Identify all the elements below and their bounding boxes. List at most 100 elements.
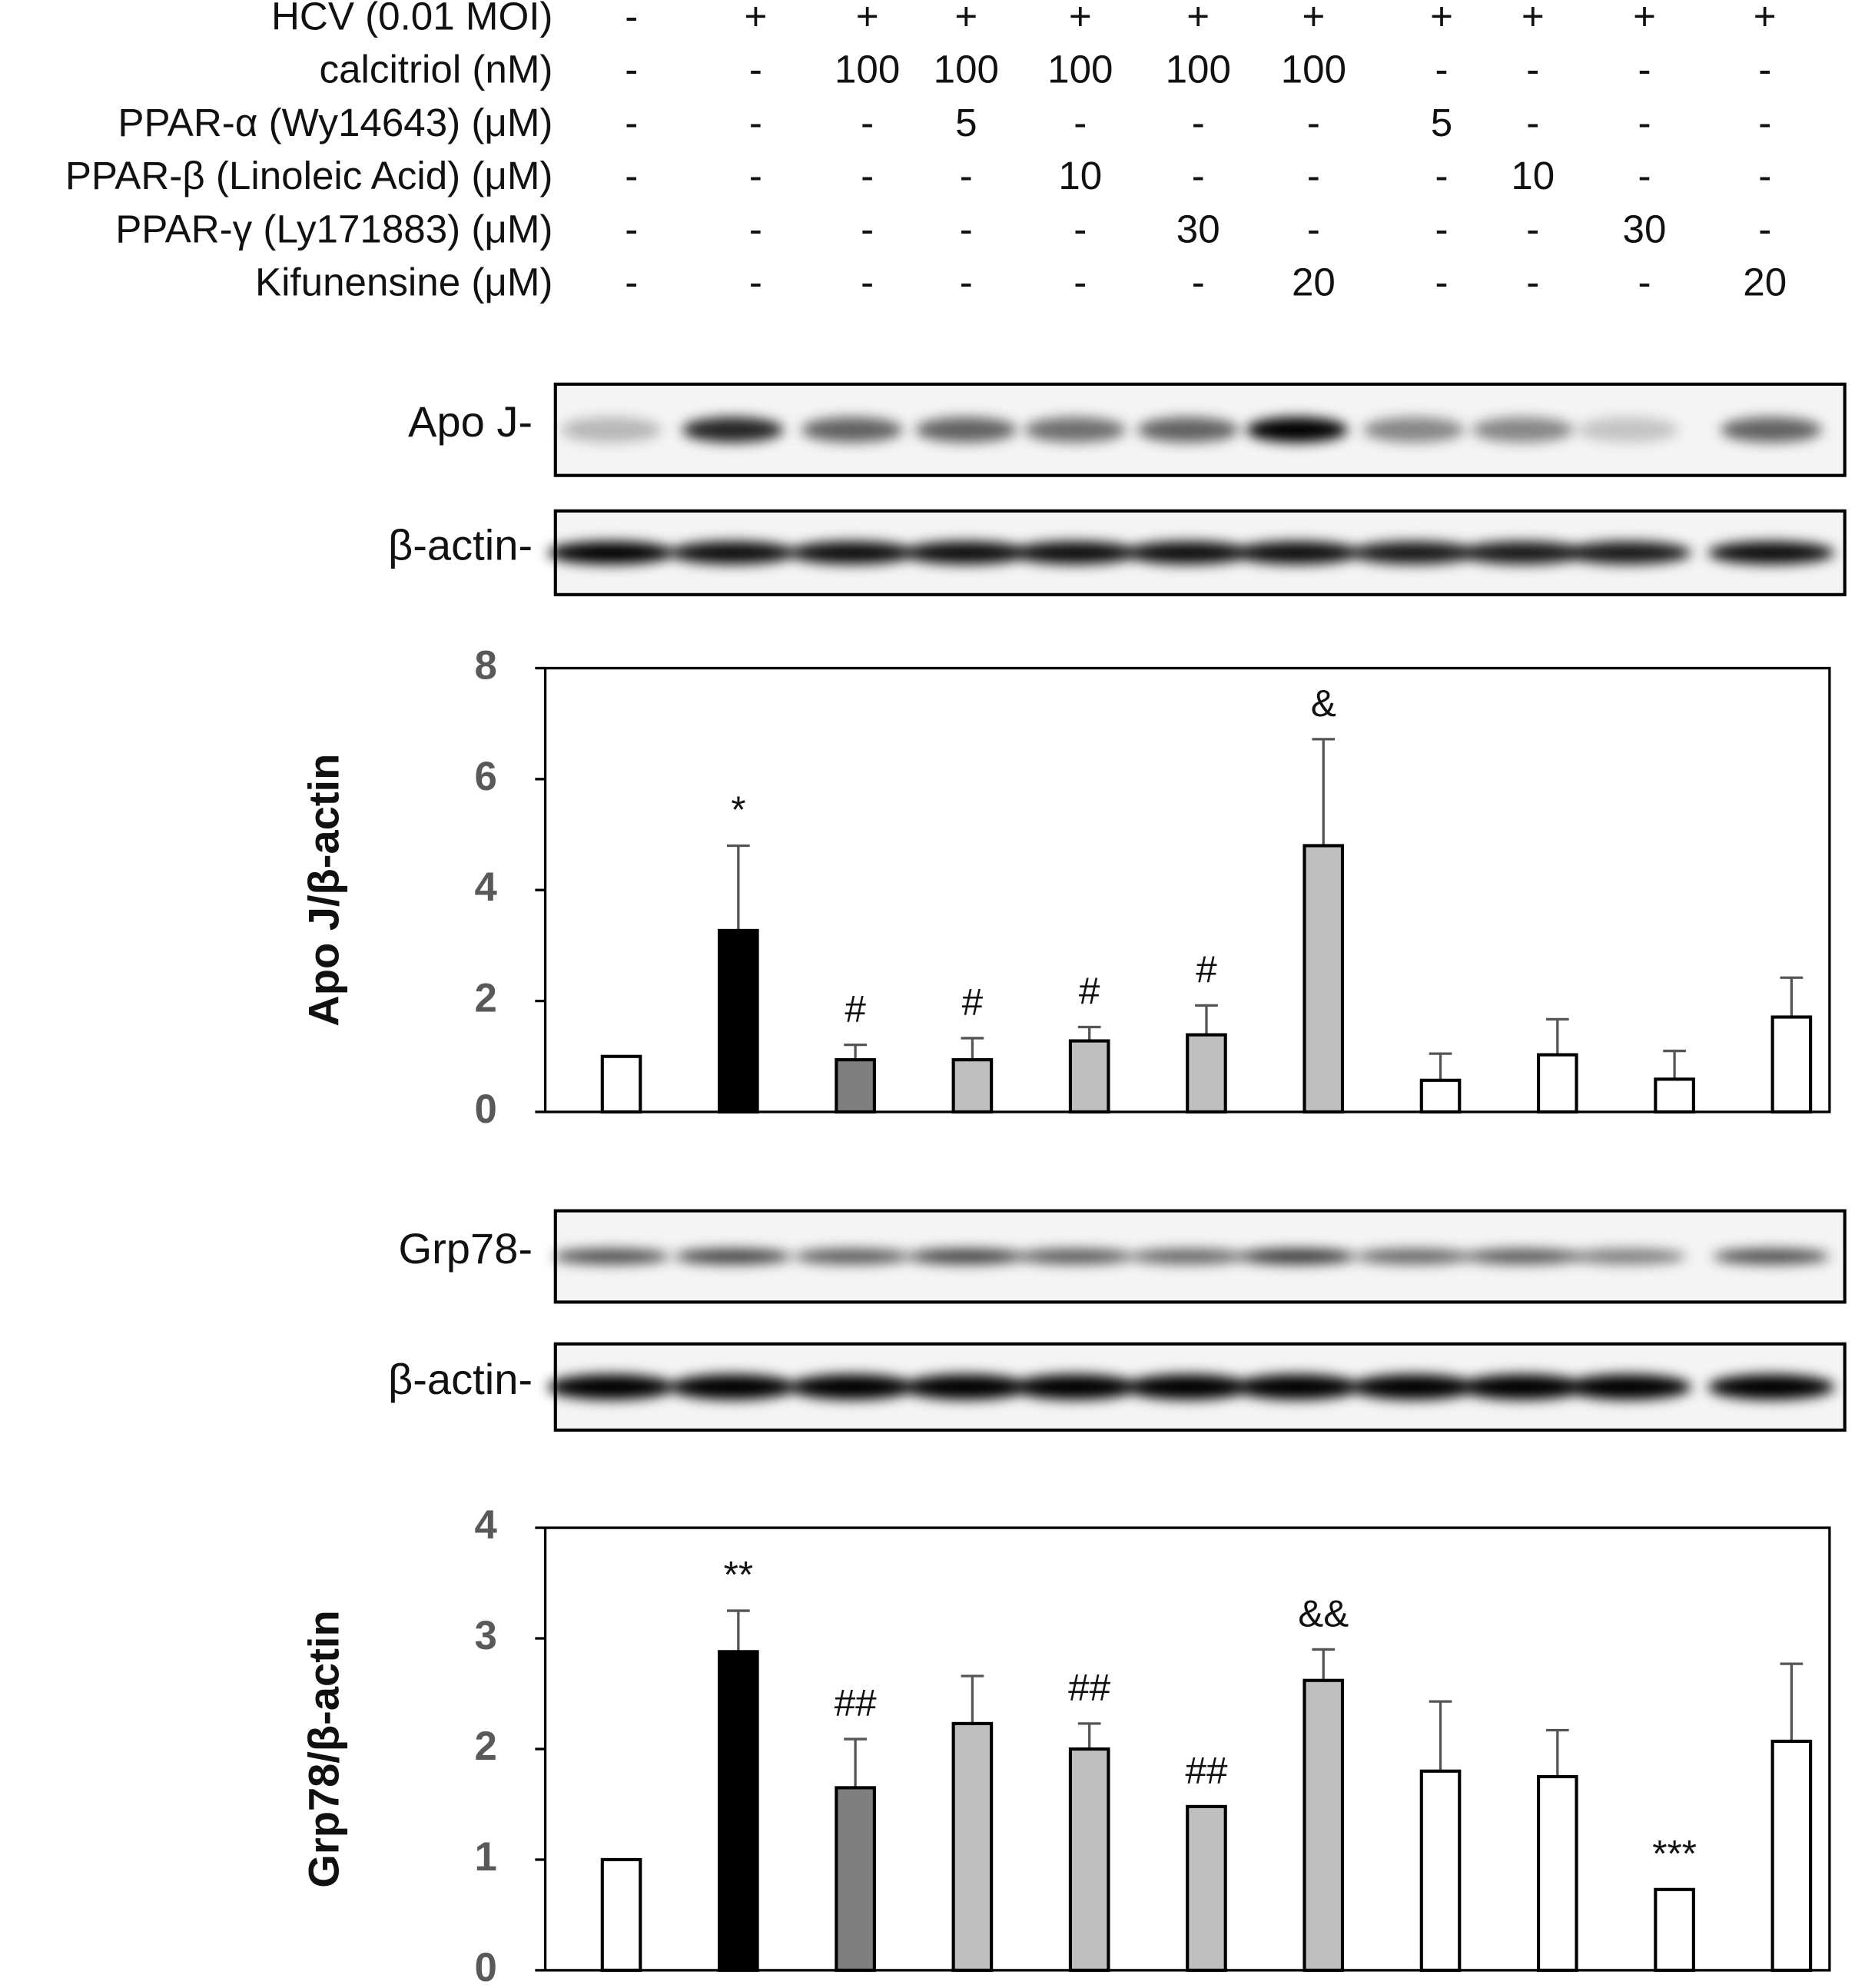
cell: 100 (934, 48, 999, 91)
blot-band (908, 1249, 1025, 1264)
y-tick-label: 8 (475, 642, 497, 688)
cell: - (625, 101, 638, 144)
row-label: PPAR-α (Wy14643) (μM) (118, 101, 553, 144)
blot-band (1707, 1374, 1835, 1400)
blot-band (1362, 417, 1465, 443)
blot-band (1355, 1249, 1472, 1264)
bar (1770, 1739, 1813, 1972)
y-axis-label: Grp78/β-actin (300, 1610, 348, 1887)
bar (1770, 1015, 1813, 1114)
significance-mark: # (1079, 971, 1100, 1013)
significance-mark: ** (724, 1554, 754, 1596)
cell: 20 (1292, 261, 1336, 304)
row-label: Kifunensine (μM) (255, 261, 553, 304)
blot-band (1472, 417, 1574, 443)
cell: + (1069, 0, 1092, 38)
cell: 5 (955, 101, 977, 144)
significance-mark: && (1298, 1593, 1349, 1635)
cell: - (1758, 207, 1771, 251)
cell: - (861, 261, 874, 304)
cell: 30 (1176, 207, 1220, 251)
blot-band (1246, 417, 1348, 443)
cell: - (1758, 101, 1771, 144)
blot-band (1350, 541, 1478, 565)
cell: - (749, 207, 762, 251)
y-tick-label: 2 (475, 976, 497, 1021)
blot-band (1577, 417, 1679, 443)
cell: - (1526, 48, 1539, 91)
significance-mark: ## (1185, 1750, 1228, 1792)
blot-band (1233, 541, 1361, 565)
bar (718, 1650, 759, 1972)
blot-band (1459, 541, 1587, 565)
blot-band (669, 541, 797, 565)
cell: - (1638, 48, 1651, 91)
blot-label: β-actin- (388, 521, 533, 569)
bar (835, 1058, 876, 1114)
bar (1537, 1053, 1578, 1114)
cell: 30 (1623, 207, 1667, 251)
cell: - (749, 261, 762, 304)
cell: - (1307, 154, 1320, 197)
row-label: PPAR-β (Linoleic Acid) (μM) (65, 154, 553, 197)
cell: 100 (1047, 48, 1113, 91)
bar (1186, 1033, 1227, 1114)
cell: - (1435, 261, 1448, 304)
bar (1302, 844, 1345, 1114)
cell: - (1074, 261, 1087, 304)
cell: - (625, 0, 638, 38)
blot-band (801, 417, 903, 443)
significance-mark: * (731, 789, 745, 831)
cell: - (960, 261, 973, 304)
cell: 10 (1511, 154, 1555, 197)
cell: - (1526, 207, 1539, 251)
row-label: PPAR-γ (Ly171883) (μM) (115, 207, 553, 251)
bar (1068, 1039, 1110, 1114)
bar (1302, 1678, 1345, 1972)
cell: 100 (835, 48, 900, 91)
cell: - (625, 207, 638, 251)
blot-band (1565, 541, 1692, 565)
cell: - (1307, 101, 1320, 144)
blot-band (1713, 1249, 1830, 1264)
blot-band (1565, 1374, 1692, 1400)
blot-bands (553, 1249, 1830, 1264)
significance-mark: ## (1068, 1667, 1111, 1709)
cell: - (861, 207, 874, 251)
cell: - (1435, 207, 1448, 251)
blot-band (1720, 417, 1822, 443)
blot-band (553, 1249, 670, 1264)
blot-band (788, 541, 916, 565)
cell: - (625, 48, 638, 91)
blot-band (1017, 1249, 1134, 1264)
blot-band (1124, 541, 1252, 565)
blot-band (1011, 541, 1139, 565)
y-tick-label: 0 (475, 1945, 497, 1988)
y-axis-label: Apo J/β-actin (300, 754, 348, 1027)
bar (1419, 1769, 1462, 1972)
blot-label: Grp78- (399, 1224, 533, 1273)
y-tick-label: 4 (475, 1502, 498, 1548)
blot-bands (547, 1374, 1835, 1400)
cell: - (625, 154, 638, 197)
cell: + (745, 0, 768, 38)
blot-bands (560, 417, 1822, 443)
bar (1186, 1804, 1227, 1972)
blot-band (682, 417, 784, 443)
bar (1537, 1774, 1578, 1972)
bar (1068, 1747, 1110, 1972)
cell: - (1192, 154, 1205, 197)
cell: - (625, 261, 638, 304)
blot-band (902, 541, 1030, 565)
blot-band (915, 417, 1017, 443)
cell: - (1526, 101, 1539, 144)
blot-band (1707, 541, 1835, 565)
cell: - (1638, 261, 1651, 304)
blot-band (1569, 1249, 1687, 1264)
blot-band (1350, 1374, 1478, 1400)
cell: - (749, 154, 762, 197)
cell: - (1435, 154, 1448, 197)
significance-mark: *** (1652, 1833, 1697, 1875)
blot-label: β-actin- (388, 1355, 533, 1403)
